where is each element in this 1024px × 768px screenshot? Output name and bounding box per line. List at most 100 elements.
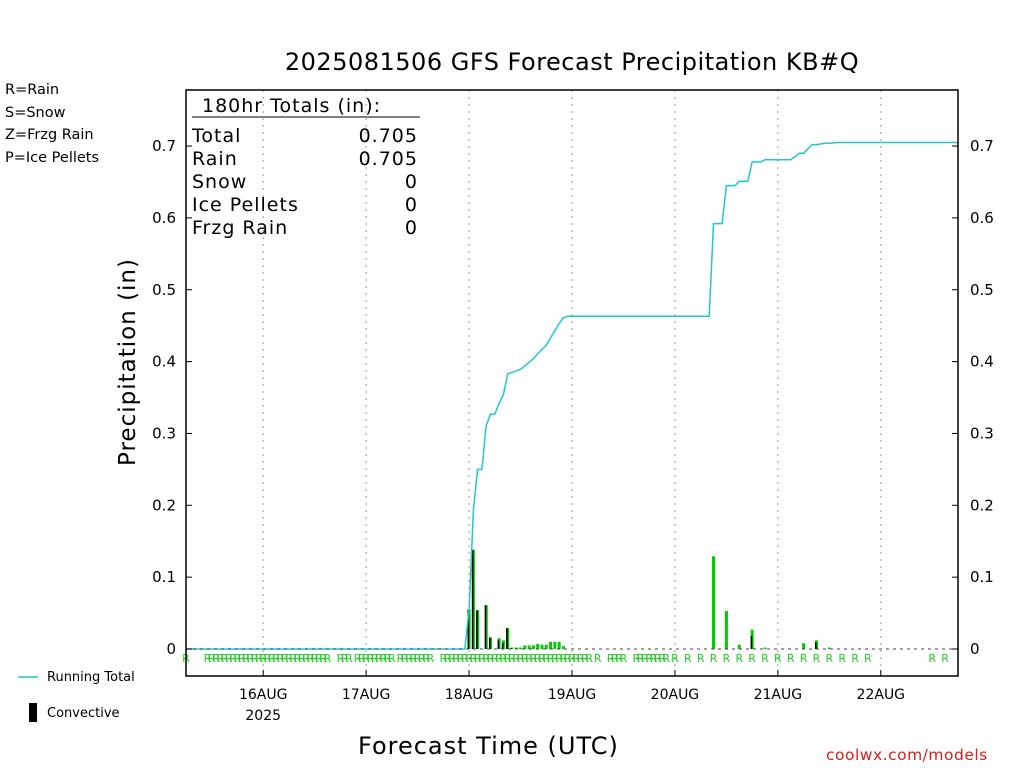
- legend-convective: Convective: [47, 706, 120, 721]
- precip-type-label: R: [654, 652, 662, 665]
- precip-type-label: R: [620, 652, 628, 665]
- precip-type-label: R: [307, 652, 315, 665]
- precip-type-label: R: [564, 652, 572, 665]
- precip-type-label: R: [495, 652, 503, 665]
- x-tick-label: 19AUG: [548, 687, 597, 703]
- rain-bar: [737, 644, 741, 649]
- rain-bar: [712, 556, 716, 649]
- grid-layer: [262, 90, 882, 676]
- precip-type-label: R: [422, 652, 430, 665]
- convective-bar: [471, 549, 474, 649]
- convective-bar: [814, 642, 817, 649]
- x-tick-label: 18AUG: [445, 687, 494, 703]
- precip-type-label: R: [272, 652, 280, 665]
- y-tick-label-left: 0.4: [152, 353, 176, 371]
- precip-type-label: R: [530, 652, 538, 665]
- y-tick-label-right: 0.2: [970, 496, 994, 514]
- site-credit: coolwx.com/models: [826, 746, 988, 764]
- precip-type-label: R: [465, 652, 473, 665]
- precip-type-label: R: [242, 652, 250, 665]
- precip-type-label: R: [500, 652, 508, 665]
- totals-heading: 180hr Totals (in):: [202, 95, 381, 117]
- totals-value: 0.705: [359, 148, 418, 170]
- y-tick-label-left: 0.1: [152, 568, 176, 586]
- convective-bar: [501, 643, 504, 649]
- precip-type-label: R: [311, 652, 319, 665]
- rain-bar: [724, 610, 728, 649]
- precip-type-label: R: [542, 652, 550, 665]
- precip-type-label: R: [838, 652, 846, 665]
- precip-type-label: R: [401, 652, 409, 665]
- rain-bar: [527, 645, 531, 649]
- precip-type-label: R: [457, 652, 465, 665]
- precip-type-label: R: [371, 652, 379, 665]
- x-year-label: 2025: [245, 708, 281, 724]
- rain-bar: [827, 647, 831, 649]
- precip-type-label: R: [285, 652, 293, 665]
- y-tick-label-right: 0.1: [970, 568, 994, 586]
- rain-bar: [802, 643, 806, 649]
- precip-type-label: R: [637, 652, 645, 665]
- precip-type-label: R: [633, 652, 641, 665]
- precip-type-label: R: [474, 652, 482, 665]
- rain-bar: [519, 647, 523, 649]
- precip-type-label: R: [388, 652, 396, 665]
- precip-type-label: R: [611, 652, 619, 665]
- precip-type-label: R: [615, 652, 623, 665]
- precip-type-label: R: [315, 652, 323, 665]
- precip-type-label: R: [572, 652, 580, 665]
- precip-type-label: R: [787, 652, 795, 665]
- y-tick-label-right: 0.3: [970, 424, 994, 442]
- precip-type-label: R: [735, 652, 743, 665]
- precip-type-label: R: [251, 652, 259, 665]
- precip-type-label: R: [521, 652, 529, 665]
- precip-type-label: R: [337, 652, 345, 665]
- precip-type-label: R: [560, 652, 568, 665]
- convective-bar: [506, 628, 508, 649]
- precip-type-label: R: [448, 652, 456, 665]
- precip-type-label: R: [555, 652, 563, 665]
- precip-type-label: R: [427, 652, 435, 665]
- precip-type-label: R: [864, 652, 872, 665]
- totals-label: Ice Pellets: [192, 194, 299, 216]
- precip-type-label: R: [568, 652, 576, 665]
- precip-type-label: R: [581, 652, 589, 665]
- convective-bar: [489, 637, 491, 649]
- precip-type-label: R: [607, 652, 615, 665]
- rain-bar: [523, 645, 527, 649]
- legend-freezing-rain: Z=Frzg Rain: [5, 127, 94, 143]
- x-tick-label: 16AUG: [239, 687, 288, 703]
- precip-type-label: R: [461, 652, 469, 665]
- precip-type-label: R: [697, 652, 705, 665]
- precip-type-label: R: [345, 652, 353, 665]
- precip-type-label: R: [671, 652, 679, 665]
- precip-type-label: R: [409, 652, 417, 665]
- y-tick-label-left: 0.6: [152, 209, 176, 227]
- precip-type-label: R: [482, 652, 490, 665]
- bars-layer: [467, 549, 831, 649]
- precip-type-label: R: [710, 652, 718, 665]
- precip-type-label: R: [289, 652, 297, 665]
- legend-ice-pellets: P=Ice Pellets: [5, 150, 100, 166]
- x-tick-label: 17AUG: [342, 687, 391, 703]
- precip-type-label: R: [277, 652, 285, 665]
- precip-type-label: R: [577, 652, 585, 665]
- precip-type-label: R: [684, 652, 692, 665]
- totals-label: Frzg Rain: [192, 217, 288, 239]
- precip-type-label: R: [663, 652, 671, 665]
- precip-type-label: R: [813, 652, 821, 665]
- precip-type-label: R: [367, 652, 375, 665]
- totals-value: 0.705: [359, 125, 418, 147]
- rain-bar: [544, 644, 548, 649]
- legend-rain: R=Rain: [5, 82, 60, 98]
- precip-type-label: R: [748, 652, 756, 665]
- precip-type-label: R: [375, 652, 383, 665]
- precip-type-label: R: [761, 652, 769, 665]
- y-tick-label-right: 0: [970, 640, 980, 658]
- precip-type-label: R: [478, 652, 486, 665]
- y-tick-label-left: 0.2: [152, 496, 176, 514]
- precip-type-label: R: [216, 652, 224, 665]
- convective-bar: [467, 609, 470, 649]
- convective-bar: [750, 636, 753, 649]
- precip-type-label: R: [512, 652, 520, 665]
